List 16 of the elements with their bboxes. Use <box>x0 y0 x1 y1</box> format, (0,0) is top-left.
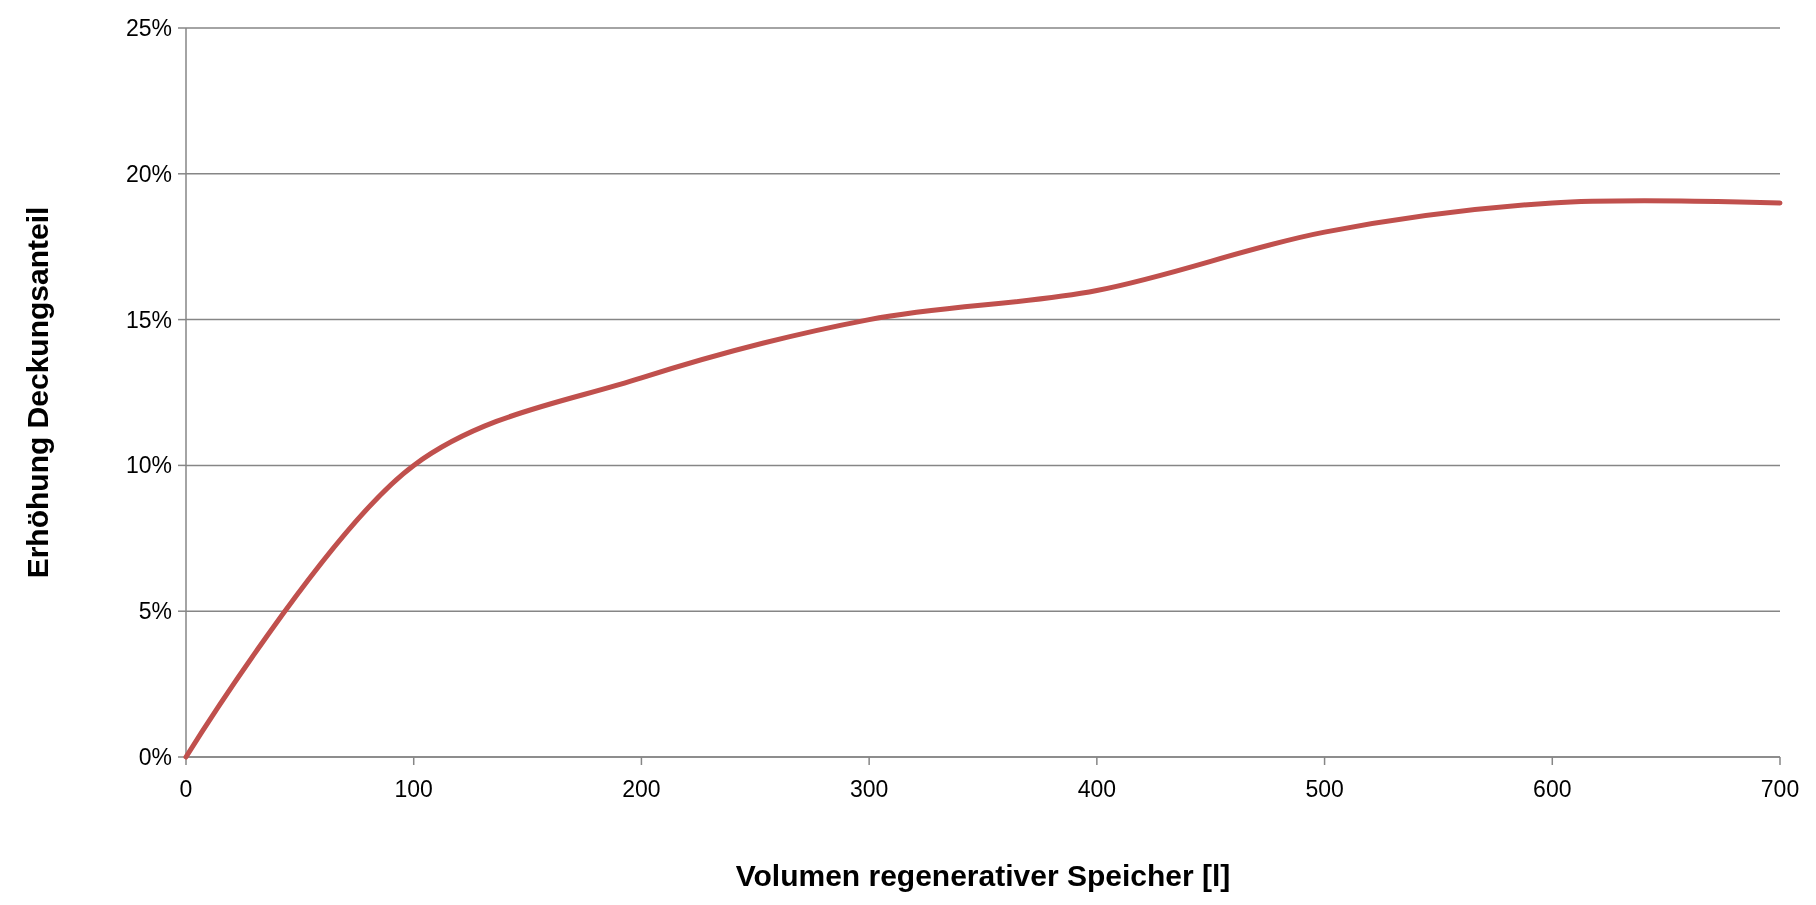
x-tick-label: 600 <box>1533 776 1572 802</box>
y-axis-title: Erhöhung Deckungsanteil <box>21 206 54 579</box>
x-tick-label: 200 <box>622 776 661 802</box>
y-tick-label: 0% <box>138 744 172 771</box>
y-tick-label: 25% <box>125 15 172 42</box>
x-tick-label: 100 <box>394 776 433 802</box>
x-tick-label: 0 <box>179 776 193 802</box>
x-axis-title: Volumen regenerativer Speicher [l] <box>735 859 1231 892</box>
y-tick-label: 20% <box>125 160 172 187</box>
x-tick-label: 500 <box>1305 776 1344 802</box>
y-tick-label: 10% <box>125 452 172 479</box>
x-tick-label: 400 <box>1077 776 1117 802</box>
x-tick-label: 700 <box>1760 776 1800 802</box>
y-tick-label: 15% <box>125 306 172 333</box>
y-tick-label: 5% <box>138 598 172 625</box>
x-tick-label: 300 <box>849 776 889 802</box>
